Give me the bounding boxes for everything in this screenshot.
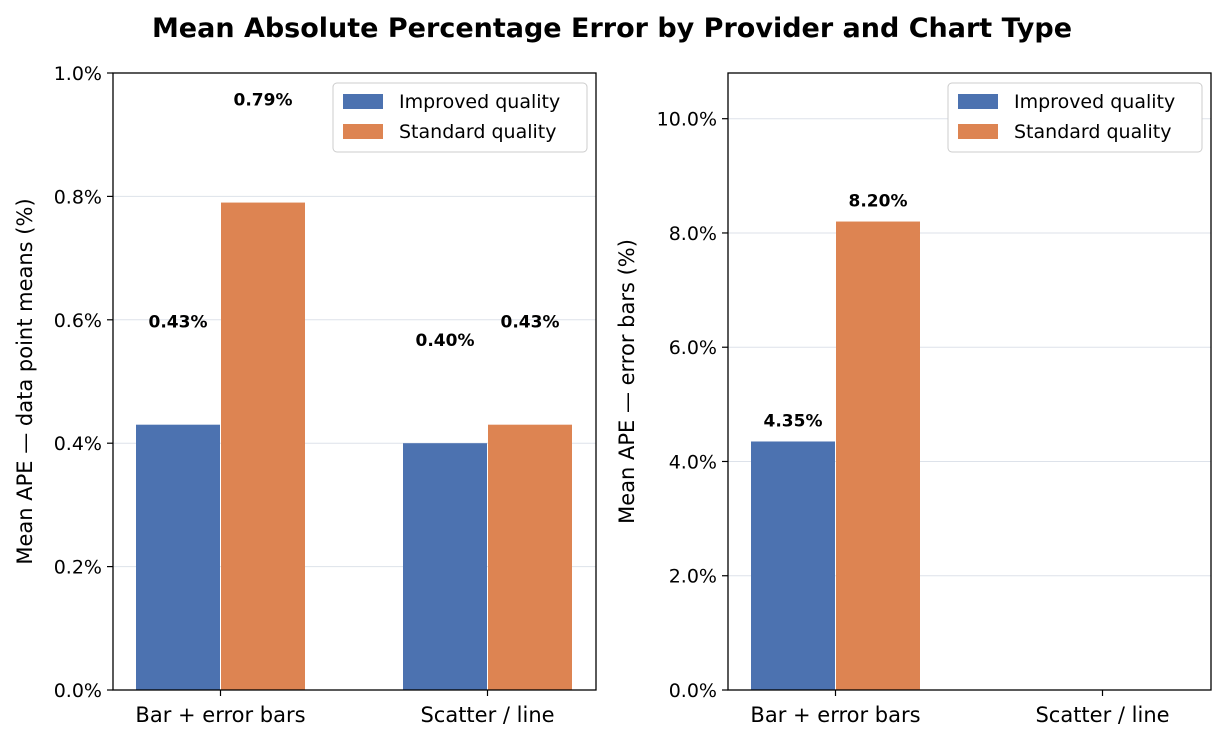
bar	[136, 424, 220, 690]
y-tick-label: 6.0%	[669, 337, 717, 359]
y-tick-label: 8.0%	[669, 223, 717, 245]
y-axis-label: Mean APE — error bars (%)	[615, 239, 639, 524]
axes-frame	[727, 72, 1212, 691]
y-axis-label: Mean APE — data point means (%)	[13, 198, 37, 564]
legend-swatch	[958, 124, 998, 139]
legend-swatch	[958, 94, 998, 109]
legend-swatch	[343, 94, 383, 109]
legend-swatch	[343, 124, 383, 139]
legend: Improved quality Standard quality	[947, 82, 1203, 153]
y-tick-label: 0.4%	[54, 433, 102, 455]
legend-label: Improved quality	[399, 91, 560, 113]
bar-value-label: 0.43%	[501, 313, 560, 333]
legend-box	[332, 82, 588, 153]
y-tick-label: 0.2%	[54, 557, 102, 579]
bar	[221, 202, 305, 690]
bar	[488, 424, 572, 690]
legend-label: Improved quality	[1014, 91, 1175, 113]
y-tick-label: 10.0%	[657, 109, 717, 131]
x-tick-label: Scatter / line	[420, 703, 554, 727]
legend: Improved quality Standard quality	[332, 82, 588, 153]
bar-value-label: 0.40%	[416, 331, 475, 351]
bar-value-label: 8.20%	[849, 192, 908, 212]
y-tick-label: 0.8%	[54, 186, 102, 208]
x-tick-label: Scatter / line	[1035, 703, 1169, 727]
bar-value-label: 0.79%	[234, 91, 293, 111]
axes-frame	[112, 72, 597, 691]
y-tick-label: 4.0%	[669, 451, 717, 473]
x-tick-label: Bar + error bars	[750, 703, 920, 727]
y-tick-label: 0.0%	[669, 680, 717, 702]
legend-label: Standard quality	[1014, 121, 1171, 143]
y-tick-label: 1.0%	[54, 63, 102, 85]
legend-box	[947, 82, 1203, 153]
legend-label: Standard quality	[399, 121, 556, 143]
chart-title: Mean Absolute Percentage Error by Provid…	[152, 13, 1072, 44]
bar	[836, 221, 920, 690]
chart-panel-2: 4.35% 8.20% 0.0% 2.0% 4.0% 6.0% 8.0% 10.0% Bar +…	[615, 72, 1212, 727]
y-tick-label: 0.6%	[54, 310, 102, 332]
y-tick-label: 2.0%	[669, 566, 717, 588]
y-tick-label: 0.0%	[54, 680, 102, 702]
chart-panel-1: 0.43% 0.40% 0.79% 0.43% 0.0% 0.2% 0.4% 0.6% 0.8%…	[13, 63, 597, 727]
bar	[403, 443, 487, 690]
bar-value-label: 4.35%	[764, 411, 823, 431]
bar	[751, 441, 835, 690]
bar-value-label: 0.43%	[149, 313, 208, 333]
x-tick-label: Bar + error bars	[135, 703, 305, 727]
